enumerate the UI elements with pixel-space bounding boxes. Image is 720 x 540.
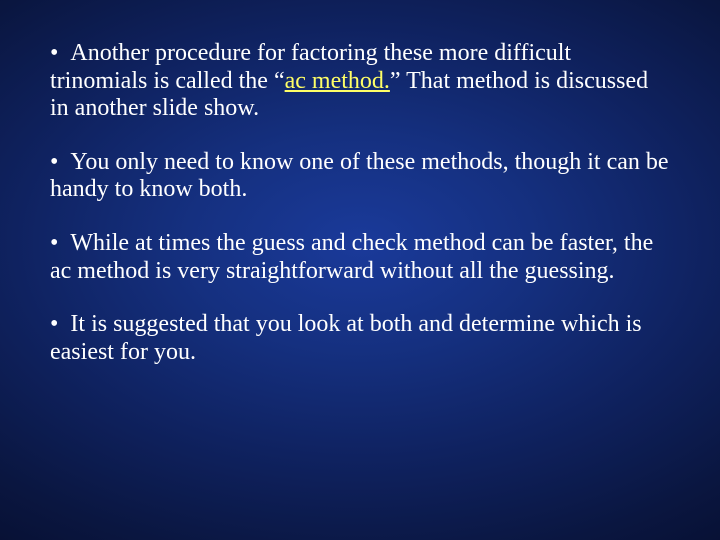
bullet-item-2: • While at times the guess and check met… [50,230,670,285]
ac-method-link[interactable]: ac method. [285,68,390,94]
bullet-item-0: • Another procedure for factoring these … [50,40,670,123]
bullet-text: It is suggested that you look at both an… [50,311,642,365]
bullet-text: While at times the guess and check metho… [50,230,653,284]
bullet-marker: • [50,40,58,66]
bullet-text: You only need to know one of these metho… [50,149,669,203]
bullet-marker: • [50,230,58,256]
slide: • Another procedure for factoring these … [0,0,720,540]
bullet-marker: • [50,149,58,175]
bullet-marker: • [50,311,58,337]
bullet-item-3: • It is suggested that you look at both … [50,311,670,366]
bullet-item-1: • You only need to know one of these met… [50,149,670,204]
